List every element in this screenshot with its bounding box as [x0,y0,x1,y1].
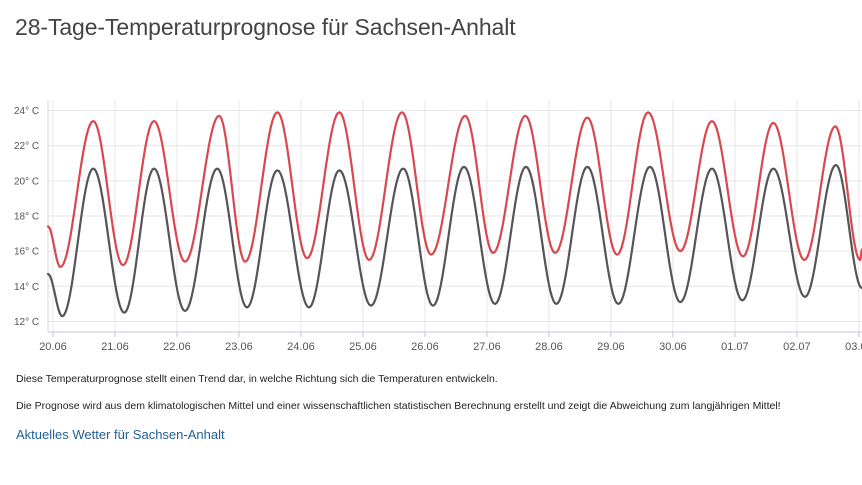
y-tick-label: 22° C [14,141,39,152]
series-line-min [46,163,862,318]
x-tick-label: 24.06 [287,341,315,353]
x-tick-label: 26.06 [411,341,439,353]
x-tick-label: 02.07 [783,341,811,353]
chart-svg: 12° C 14° C 16° C 18° C 20° C 22° C 24° C 20.06… [14,100,862,353]
y-tick-label: 20° C [14,176,39,187]
x-tick-label: 20.06 [39,341,67,353]
y-tick-label: 14° C [14,282,39,293]
y-tick-label: 12° C [14,317,39,328]
x-tick-label: 23.06 [225,341,253,353]
forecast-method-note: Die Prognose wird aus dem klimatologisch… [16,400,781,412]
y-tick-label: 18° C [14,212,39,223]
x-tick-label: 03.07 [845,341,862,353]
series-lines [46,111,862,318]
x-tick-label: 30.06 [659,341,687,353]
tick-labels: 12° C 14° C 16° C 18° C 20° C 22° C 24° C 20.06… [14,106,862,353]
x-tick-label: 21.06 [101,341,129,353]
y-tick-label: 24° C [14,106,39,117]
x-tick-label: 22.06 [163,341,191,353]
x-tick-label: 28.06 [535,341,563,353]
forecast-trend-note: Diese Temperaturprognose stellt einen Tr… [16,373,498,385]
x-tick-label: 01.07 [721,341,749,353]
page-title: 28-Tage-Temperaturprognose für Sachsen-A… [15,14,516,40]
y-tick-label: 16° C [14,247,39,258]
x-tick-label: 29.06 [597,341,625,353]
axes [47,100,862,337]
series-line-max [46,111,862,269]
x-tick-label: 25.06 [349,341,377,353]
x-tick-label: 27.06 [473,341,501,353]
temperature-chart: 12° C 14° C 16° C 18° C 20° C 22° C 24° C 20.06… [0,92,862,362]
current-weather-link[interactable]: Aktuelles Wetter für Sachsen-Anhalt [16,427,225,442]
